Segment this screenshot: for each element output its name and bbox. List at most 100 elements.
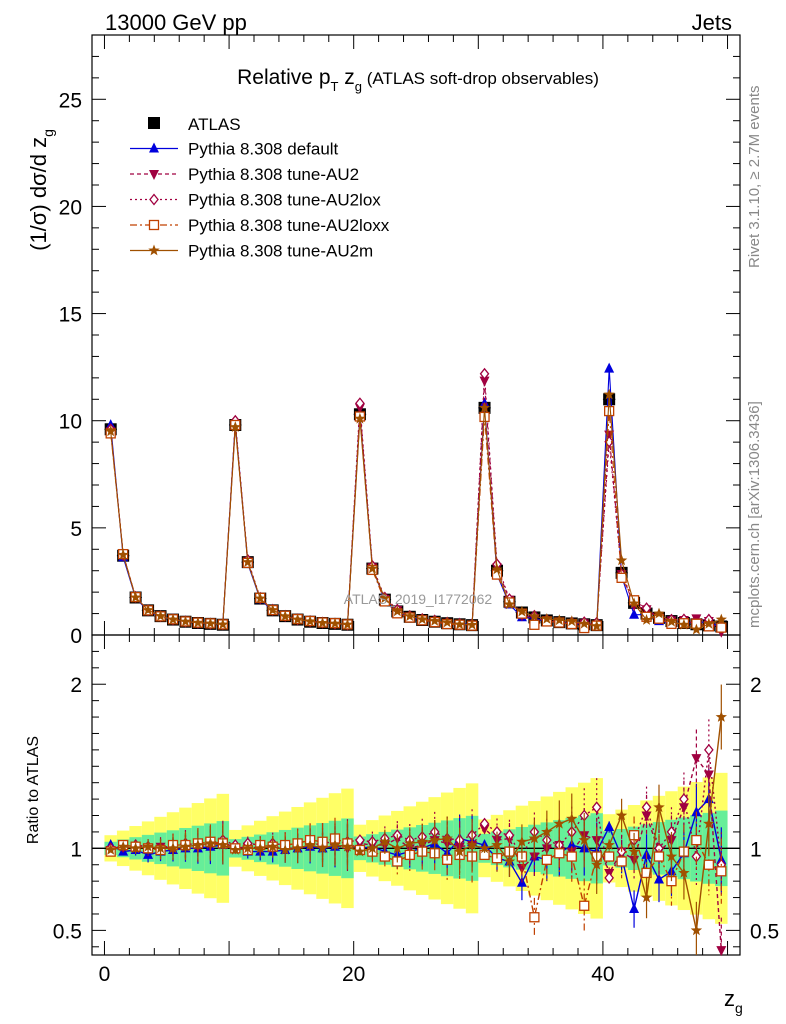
series-point-main <box>366 562 379 574</box>
series-point-main <box>578 617 590 629</box>
series-point-main <box>453 618 466 630</box>
series-point-main <box>516 605 528 617</box>
series-point-ratio <box>441 832 453 844</box>
y-tick-label: 15 <box>59 304 82 327</box>
series-point-main <box>591 620 603 631</box>
series-point-main <box>105 425 117 437</box>
series-line-ratio <box>110 833 722 918</box>
series-point-ratio <box>579 900 590 911</box>
series-point-ratio <box>653 851 665 862</box>
series-point-ratio <box>491 839 503 850</box>
series-point-ratio <box>179 840 192 852</box>
series-point-ratio <box>529 912 540 923</box>
series-point-main <box>466 618 478 630</box>
ratio-tick-label-right: 0.5 <box>750 920 779 943</box>
series-point-ratio <box>690 924 703 936</box>
series-point-ratio <box>192 839 204 850</box>
series-point-ratio <box>566 851 577 862</box>
legend: ATLAS Pythia 8.308 default Pythia 8.308 tu… <box>130 115 390 261</box>
legend-marker-atlas <box>148 117 160 129</box>
series-point-main <box>204 617 217 629</box>
series-point-ratio <box>703 817 715 829</box>
series-point-main <box>129 591 142 603</box>
ratio-panel-frame <box>91 634 741 956</box>
series-point-ratio <box>553 817 565 829</box>
ratio-tick-label-right: 2 <box>750 674 762 697</box>
series-point-ratio <box>217 839 229 850</box>
series-point-ratio <box>453 845 466 857</box>
series-point-ratio <box>691 754 702 765</box>
series-point-main <box>192 616 204 628</box>
series-point-ratio <box>279 844 291 855</box>
series-point-ratio <box>316 842 329 854</box>
series-point-ratio <box>516 835 528 847</box>
series-point-ratio <box>653 801 665 813</box>
series-point-ratio <box>329 839 341 850</box>
x-tick-label: 40 <box>591 963 614 986</box>
legend-marker <box>149 142 159 153</box>
series-point-ratio <box>466 839 478 850</box>
series-point-main <box>716 622 727 633</box>
series-point-ratio <box>354 845 366 857</box>
chart-title: Relative pT zg (ATLAS soft-drop observab… <box>237 66 599 94</box>
series-point-main <box>416 613 428 625</box>
series-point-main <box>603 388 615 400</box>
series-point-main <box>478 401 491 413</box>
series-point-ratio <box>204 837 217 849</box>
series-point-ratio <box>716 946 727 957</box>
series-point-main <box>142 604 154 615</box>
watermark: ATLAS_2019_I1772062 <box>344 591 493 607</box>
ratio-tick-label: 2 <box>70 674 82 697</box>
series-point-ratio <box>604 851 615 862</box>
series-point-main <box>715 613 727 625</box>
ratio-tick-label: 0.5 <box>53 920 82 943</box>
series-point-ratio <box>117 840 129 852</box>
series-point-main <box>529 619 540 630</box>
legend-marker <box>148 244 160 256</box>
series-point-ratio <box>391 842 403 854</box>
series-point-main <box>615 554 628 566</box>
series-point-ratio <box>640 891 653 903</box>
series-point-ratio <box>554 848 565 859</box>
series-point-main <box>690 623 703 635</box>
series-point-main <box>566 615 578 627</box>
series-point-ratio <box>629 903 640 914</box>
series-point-main <box>703 617 715 629</box>
series-point-ratio <box>404 837 416 849</box>
series-point-main <box>429 615 441 626</box>
series-point-ratio <box>154 842 167 854</box>
series-point-ratio <box>716 866 727 877</box>
series-point-ratio <box>604 871 614 884</box>
series-point-ratio <box>615 809 628 821</box>
series-point-ratio <box>429 834 441 845</box>
series-point-ratio <box>129 842 142 854</box>
header-right: Jets <box>692 10 732 35</box>
series-point-main <box>604 405 615 417</box>
series-point-ratio <box>528 832 541 844</box>
legend-label: Pythia 8.308 tune-AU2m <box>188 242 373 261</box>
series-point-ratio <box>591 801 602 814</box>
ratio-tick-label-right: 1 <box>750 838 762 861</box>
series-point-main <box>379 592 391 604</box>
series-point-main <box>616 572 627 583</box>
series-point-ratio <box>105 844 117 855</box>
series-point-main <box>354 412 366 424</box>
series-point-ratio <box>604 821 615 831</box>
series-point-main <box>528 610 541 622</box>
legend-label: Pythia 8.308 default <box>188 140 339 159</box>
series-line-ratio <box>110 749 722 881</box>
series-point-ratio <box>254 842 266 854</box>
y-tick-label: 0 <box>70 625 82 648</box>
y-tick-label: 20 <box>59 196 82 219</box>
series-point-main <box>242 556 254 567</box>
series-point-main <box>503 598 516 610</box>
series-point-ratio <box>541 854 552 865</box>
legend-label-atlas: ATLAS <box>188 115 241 134</box>
series-point-ratio <box>416 835 428 847</box>
series-point-main <box>355 397 365 410</box>
series-point-ratio <box>267 840 279 852</box>
ratio-tick-label: 1 <box>70 838 82 861</box>
series-point-ratio <box>641 801 652 814</box>
series-point-ratio <box>229 844 241 855</box>
